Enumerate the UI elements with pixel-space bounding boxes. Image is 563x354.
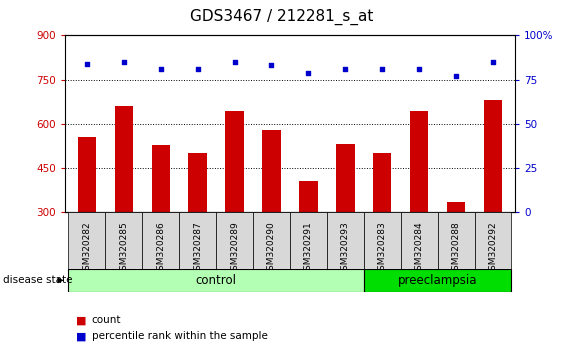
Bar [401,212,437,271]
Text: GSM320287: GSM320287 [193,221,202,276]
Bar [437,212,475,271]
Text: GDS3467 / 212281_s_at: GDS3467 / 212281_s_at [190,9,373,25]
Text: GSM320285: GSM320285 [119,221,128,276]
Bar [69,269,364,292]
Bar [253,212,290,271]
Text: GSM320286: GSM320286 [156,221,165,276]
Bar [484,100,502,212]
Bar [189,153,207,212]
Bar [262,130,281,212]
Text: preeclampsia: preeclampsia [398,274,477,287]
Bar [373,153,391,212]
Text: GSM320290: GSM320290 [267,221,276,276]
Text: GSM320293: GSM320293 [341,221,350,276]
Text: GSM320291: GSM320291 [304,221,313,276]
Point [341,66,350,72]
Bar [475,212,511,271]
Bar [290,212,327,271]
Point [119,59,128,65]
Bar [447,202,465,212]
Text: GSM320288: GSM320288 [452,221,461,276]
Bar [179,212,216,271]
Text: ■: ■ [76,331,87,341]
Point [230,59,239,65]
Bar [78,137,96,212]
Bar [105,212,142,271]
Bar [216,212,253,271]
Point [415,66,424,72]
Text: GSM320282: GSM320282 [82,221,91,276]
Point [489,59,498,65]
Point [378,66,387,72]
Bar [142,212,179,271]
Text: ■: ■ [76,315,87,325]
Bar [151,144,170,212]
Text: control: control [195,274,236,287]
Bar [115,106,133,212]
Text: GSM320292: GSM320292 [489,221,498,276]
Point [452,73,461,79]
Bar [336,144,355,212]
Bar [299,181,318,212]
Point [156,66,165,72]
Text: GSM320284: GSM320284 [415,221,424,276]
Point [82,61,91,67]
Bar [225,110,244,212]
Bar [327,212,364,271]
Bar [69,212,105,271]
Point [267,63,276,68]
Text: disease state: disease state [3,275,72,285]
Text: count: count [92,315,121,325]
Bar [364,212,401,271]
Text: GSM320283: GSM320283 [378,221,387,276]
Text: GSM320289: GSM320289 [230,221,239,276]
Bar [364,269,511,292]
Bar [410,110,428,212]
Point [193,66,202,72]
Point [304,70,313,75]
Text: percentile rank within the sample: percentile rank within the sample [92,331,267,341]
